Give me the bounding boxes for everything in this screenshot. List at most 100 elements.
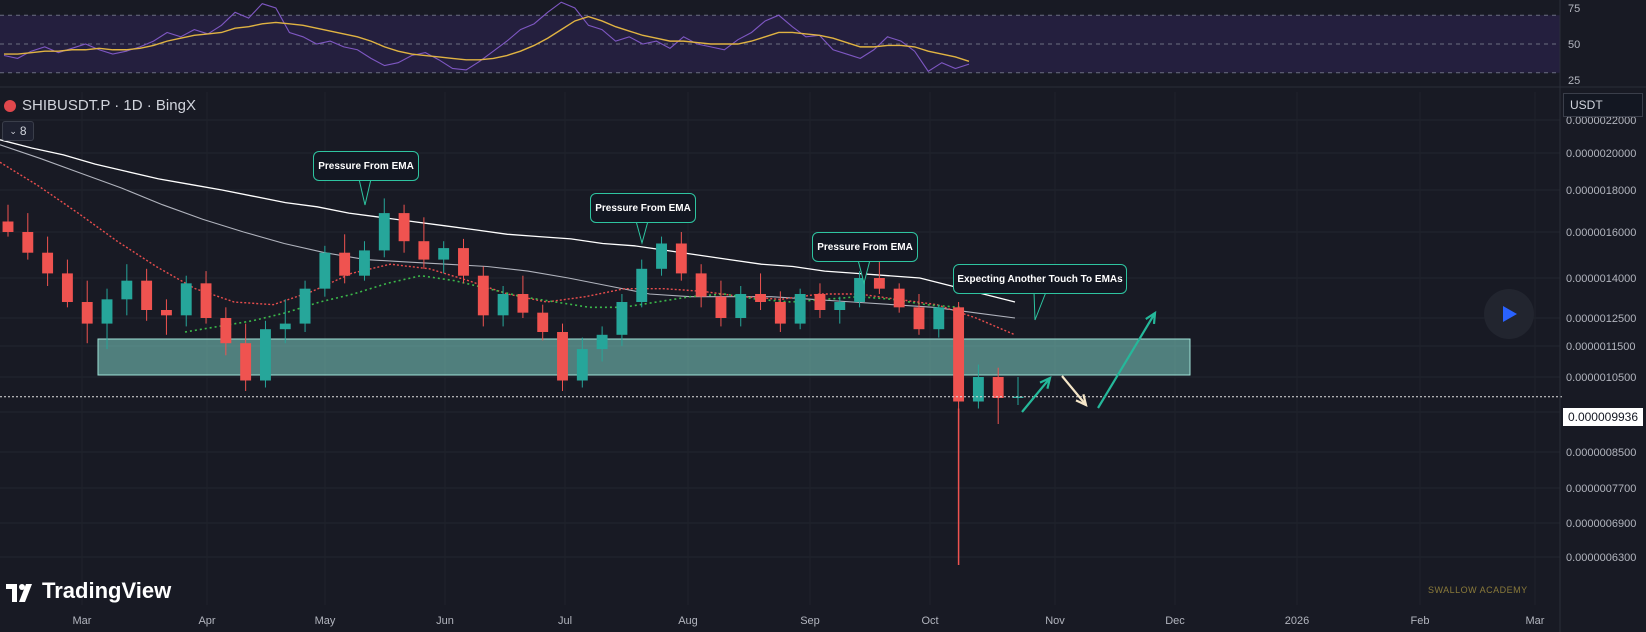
candle-body [121, 280, 133, 300]
time-tick-label: Aug [678, 615, 698, 627]
candle-body [755, 294, 766, 302]
candle-body [933, 307, 945, 330]
candle-body [656, 243, 667, 269]
annotation-pressure-sep: Pressure From EMA [812, 232, 918, 262]
rsi-tick-label: 50 [1568, 39, 1580, 51]
candle-body [497, 294, 509, 316]
annotation-pointer [1033, 291, 1047, 321]
candle-body [893, 288, 905, 308]
candle-body [596, 334, 608, 350]
support-zone-rect [97, 338, 1191, 376]
rsi-line [3, 1, 970, 73]
candle-body [2, 221, 14, 232]
indicator-toggle[interactable]: ⌄ 8 [2, 121, 34, 141]
candle-body [953, 307, 965, 402]
candle-body [576, 349, 588, 381]
candle-body [141, 280, 153, 310]
annotation-pressure-jul: Pressure From EMA [590, 193, 696, 223]
candle-body [81, 302, 93, 324]
candle-body [675, 243, 687, 274]
candle-body [160, 310, 172, 316]
price-tick-label: 0.0000010500 [1566, 372, 1636, 384]
candle-body [418, 241, 430, 260]
candle-body [1012, 396, 1024, 398]
candle-body [180, 283, 192, 316]
price-tick-label: 0.0000008500 [1566, 447, 1636, 459]
symbol-icon [4, 100, 16, 112]
candle-body [695, 273, 707, 297]
annotation-expecting: Expecting Another Touch To EMAs [953, 264, 1127, 294]
candle-body [992, 377, 1004, 398]
candle-body [616, 302, 628, 335]
tradingview-logo-text: TradingView [42, 578, 172, 603]
time-tick-label: Jun [436, 615, 454, 627]
candle-body [61, 273, 73, 302]
candle-body [42, 252, 54, 274]
watermark-text: SWALLOW ACADEMY [1428, 585, 1528, 595]
candle-body [220, 318, 232, 344]
time-tick-label: Dec [1165, 615, 1185, 627]
tradingview-logo[interactable]: TradingView [6, 578, 171, 604]
rsi-ma-line [4, 15, 970, 62]
candle-body [774, 302, 786, 324]
indicator-count: 8 [19, 124, 27, 138]
time-tick-label: Mar [73, 615, 92, 627]
chevron-down-icon: ⌄ [9, 125, 17, 136]
candle-body [735, 294, 747, 318]
candle-body [913, 307, 925, 330]
candle-body [378, 213, 390, 251]
time-tick-label: 2026 [1285, 615, 1309, 627]
candles [0, 178, 1563, 565]
candle-body [834, 302, 846, 310]
price-tick-label: 0.0000018000 [1566, 185, 1636, 197]
price-tick-label: 0.0000014000 [1566, 273, 1636, 285]
play-icon [1503, 306, 1517, 322]
time-tick-label: Oct [921, 615, 938, 627]
annotation-pressure-may: Pressure From EMA [313, 151, 419, 181]
time-tick-label: Apr [198, 615, 215, 627]
replay-button[interactable] [1484, 289, 1534, 339]
price-tick-label: 0.0000006300 [1566, 552, 1636, 564]
ema-mid-line [0, 144, 1016, 319]
arrow-up-2-head [1145, 310, 1157, 325]
symbol-title[interactable]: SHIBUSDT.P · 1D · BingX [22, 97, 196, 114]
candle-body [854, 278, 866, 302]
annotation-pointer [635, 220, 649, 245]
candle-body [359, 250, 370, 276]
time-tick-label: Jul [558, 615, 572, 627]
price-tick-label: 0.0000020000 [1566, 148, 1636, 160]
annotation-pointer [857, 259, 871, 285]
candle-body [636, 268, 648, 302]
candle-body [458, 248, 469, 276]
arrow-down-head [1075, 394, 1088, 407]
candle-body [557, 332, 568, 381]
candle-body [972, 377, 984, 402]
candle-body [200, 283, 212, 318]
candle-body [319, 252, 331, 289]
price-tick-label: 0.0000016000 [1566, 227, 1636, 239]
currency-label[interactable]: USDT [1563, 93, 1643, 117]
annotation-pointer [358, 178, 372, 206]
arrow-up-1-head [1039, 376, 1052, 389]
candle-body [794, 294, 806, 324]
current-price-tag: 0.000009936 [1563, 408, 1643, 426]
candle-body [279, 323, 291, 330]
candle-body [240, 343, 252, 381]
price-tick-label: 0.0000007700 [1566, 483, 1636, 495]
candle-body [260, 329, 271, 381]
candle-body [517, 294, 529, 313]
rsi-tick-label: 75 [1568, 3, 1580, 15]
time-tick-label: Sep [800, 615, 820, 627]
tradingview-mark-icon [6, 582, 36, 602]
candle-body [22, 232, 34, 253]
time-tick-label: Feb [1411, 615, 1430, 627]
candle-body [101, 299, 113, 324]
time-tick-label: Nov [1045, 615, 1065, 627]
candle-body [339, 252, 351, 276]
rsi-panel: 75 50 25 [0, 1, 1646, 88]
support-zone [97, 338, 1191, 376]
candle-body [715, 296, 727, 318]
price-tick-label: 0.0000022000 [1566, 115, 1636, 127]
